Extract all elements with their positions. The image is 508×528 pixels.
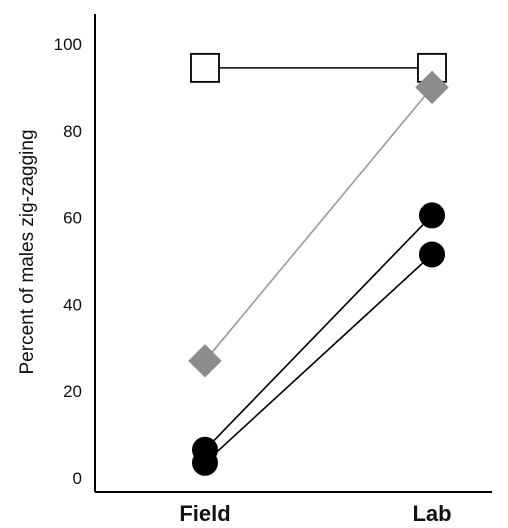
y-tick-label: 0	[73, 469, 82, 488]
y-tick-label: 40	[63, 295, 82, 314]
data-point-square	[417, 52, 447, 83]
data-point-square	[190, 52, 220, 83]
x-category-label: Lab	[412, 501, 451, 526]
series-line	[204, 253, 433, 464]
x-categories: Field Lab	[179, 501, 451, 526]
data-point-circle	[419, 241, 445, 268]
y-axis-title: Percent of males zig-zagging	[17, 129, 38, 374]
axes	[94, 14, 492, 493]
series-group	[188, 52, 449, 476]
y-tick-label: 80	[63, 122, 82, 141]
x-category-label: Field	[179, 501, 230, 526]
data-point-circle	[419, 202, 445, 229]
y-tick-label: 100	[54, 35, 82, 54]
data-point-circle	[192, 449, 218, 476]
series-line	[204, 86, 433, 362]
series-line	[204, 214, 433, 451]
y-tick-label: 60	[63, 209, 82, 228]
y-tick-label: 20	[63, 382, 82, 401]
data-point-diamond	[188, 344, 222, 378]
y-ticks: 0 20 40 60 80 100	[54, 35, 82, 488]
data-point-diamond	[415, 70, 449, 105]
